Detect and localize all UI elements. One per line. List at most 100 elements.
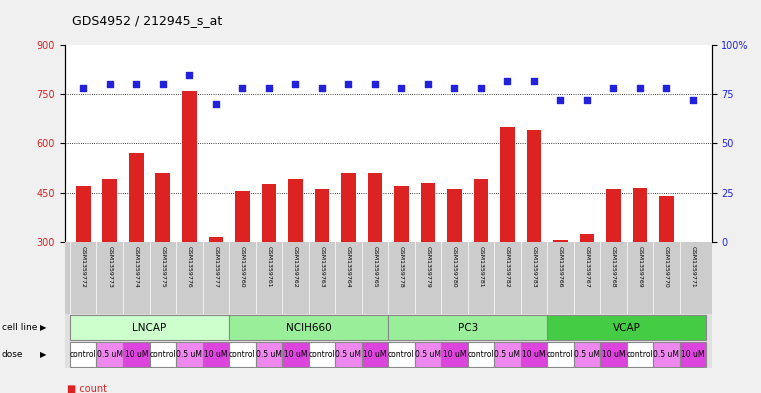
Text: 0.5 uM: 0.5 uM [415,350,441,359]
Bar [202,342,229,367]
Point [528,77,540,84]
Bar [70,342,97,367]
Text: GSM1359762: GSM1359762 [293,246,298,288]
Bar [335,342,361,367]
Text: GSM1359760: GSM1359760 [240,246,245,288]
Bar [123,342,149,367]
Point [183,72,196,78]
Bar [394,186,409,340]
Point [422,81,434,88]
Bar [686,242,700,340]
Bar [500,127,514,340]
Text: GSM1359769: GSM1359769 [638,246,642,288]
Bar [103,180,117,340]
Text: ▶: ▶ [40,350,47,359]
Point [77,85,89,92]
Bar [547,342,574,367]
Point [103,81,116,88]
Point [554,97,566,103]
Text: GSM1359765: GSM1359765 [372,246,377,288]
Text: 10 uM: 10 uM [602,350,626,359]
Bar [421,183,435,340]
Text: VCAP: VCAP [613,323,641,333]
Bar [468,342,494,367]
Text: GSM1359761: GSM1359761 [266,246,272,288]
Bar [494,342,521,367]
Text: GSM1359763: GSM1359763 [320,246,324,288]
Bar [553,240,568,340]
Bar [76,186,91,340]
Text: GSM1359780: GSM1359780 [452,246,457,288]
Bar [70,316,229,340]
Bar [580,233,594,340]
Text: 10 uM: 10 uM [125,350,148,359]
Bar [229,342,256,367]
Point [661,85,673,92]
Bar [229,316,388,340]
Text: 10 uM: 10 uM [204,350,228,359]
Text: 0.5 uM: 0.5 uM [97,350,123,359]
Text: control: control [149,350,176,359]
Point [263,85,275,92]
Bar [129,153,144,340]
Text: GSM1359773: GSM1359773 [107,246,113,288]
Bar [256,342,282,367]
Text: control: control [308,350,335,359]
Point [475,85,487,92]
Text: 0.5 uM: 0.5 uM [177,350,202,359]
Point [369,81,381,88]
Point [687,97,699,103]
Text: GSM1359776: GSM1359776 [186,246,192,288]
Point [501,77,514,84]
Bar [235,191,250,340]
Bar [521,342,547,367]
Point [210,101,222,107]
Bar [527,130,541,340]
Text: GSM1359772: GSM1359772 [81,246,86,288]
Bar [341,173,355,340]
Bar [262,184,276,340]
Text: 10 uM: 10 uM [363,350,387,359]
Point [236,85,248,92]
Point [130,81,142,88]
Text: LNCAP: LNCAP [132,323,167,333]
Point [316,85,328,92]
Bar [97,342,123,367]
Text: GSM1359778: GSM1359778 [399,246,404,288]
Text: 10 uM: 10 uM [681,350,705,359]
Bar [659,196,673,340]
Point [607,85,619,92]
Text: GSM1359768: GSM1359768 [611,246,616,288]
Bar [574,342,600,367]
Bar [447,189,462,340]
Text: GSM1359775: GSM1359775 [161,246,165,288]
Bar [314,189,329,340]
Text: GSM1359781: GSM1359781 [479,246,483,288]
Text: GSM1359782: GSM1359782 [505,246,510,288]
Bar [308,342,335,367]
Point [395,85,407,92]
Text: control: control [626,350,654,359]
Point [289,81,301,88]
Text: GSM1359764: GSM1359764 [345,246,351,288]
Text: ■ count: ■ count [67,384,107,393]
Text: NCIH660: NCIH660 [286,323,331,333]
Text: 10 uM: 10 uM [522,350,546,359]
Text: 0.5 uM: 0.5 uM [574,350,600,359]
Point [448,85,460,92]
Text: control: control [388,350,415,359]
Text: 0.5 uM: 0.5 uM [256,350,282,359]
Text: GSM1359771: GSM1359771 [690,246,696,288]
Bar [441,342,468,367]
Text: PC3: PC3 [457,323,478,333]
Text: 0.5 uM: 0.5 uM [495,350,521,359]
Bar [388,342,415,367]
Text: control: control [229,350,256,359]
Text: control: control [547,350,574,359]
Text: 10 uM: 10 uM [443,350,466,359]
Bar [182,91,196,340]
Text: 10 uM: 10 uM [284,350,307,359]
Text: GSM1359774: GSM1359774 [134,246,139,288]
Text: GSM1359779: GSM1359779 [425,246,431,288]
Bar [368,173,382,340]
